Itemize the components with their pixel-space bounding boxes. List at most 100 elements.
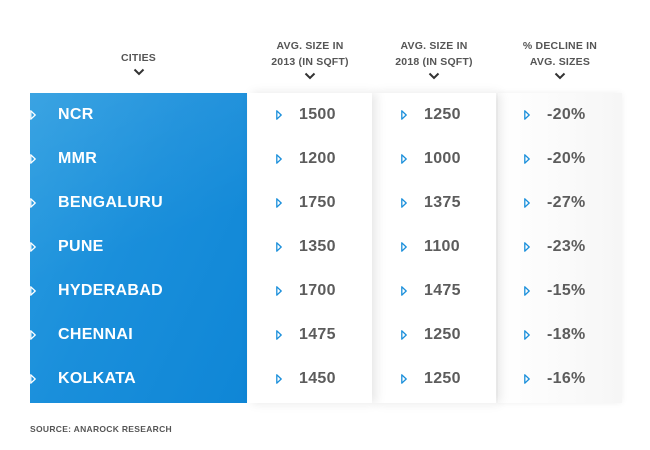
decline-value: -23% bbox=[547, 238, 586, 255]
header-size-2018-line2: 2018 (IN SQFT) bbox=[395, 56, 473, 68]
size-2013-cell: 1475 bbox=[276, 313, 336, 357]
size-2013-cell: 1450 bbox=[276, 357, 336, 401]
triangle-right-icon bbox=[30, 330, 36, 340]
size-2018-value: 1475 bbox=[424, 282, 461, 299]
decline-cell: -23% bbox=[524, 225, 586, 269]
triangle-right-icon bbox=[276, 110, 282, 120]
triangle-right-icon bbox=[401, 198, 407, 208]
decline-value: -27% bbox=[547, 194, 586, 211]
city-value: MMR bbox=[58, 150, 98, 167]
triangle-right-icon bbox=[276, 286, 282, 296]
size-2018-value: 1250 bbox=[424, 106, 461, 123]
decline-cell: -27% bbox=[524, 181, 586, 225]
triangle-right-icon bbox=[276, 374, 282, 384]
chevron-down-icon bbox=[133, 68, 144, 76]
decline-value: -18% bbox=[547, 326, 586, 343]
triangle-right-icon bbox=[276, 154, 282, 164]
decline-value: -16% bbox=[547, 370, 586, 387]
size-2013-value: 1500 bbox=[299, 106, 336, 123]
size-2013-cell: 1200 bbox=[276, 137, 336, 181]
city-cell: PUNE bbox=[30, 225, 104, 269]
header-size-2013: AVG. SIZE IN 2013 (IN SQFT) bbox=[248, 38, 372, 80]
decline-column-panel bbox=[498, 93, 622, 403]
triangle-right-icon bbox=[401, 330, 407, 340]
city-value: BENGALURU bbox=[58, 194, 163, 211]
decline-cell: -20% bbox=[524, 93, 586, 137]
triangle-right-icon bbox=[30, 154, 36, 164]
triangle-right-icon bbox=[276, 242, 282, 252]
size-2018-column-panel bbox=[372, 93, 496, 403]
size-2013-cell: 1750 bbox=[276, 181, 336, 225]
size-2013-cell: 1500 bbox=[276, 93, 336, 137]
header-size-2018-line1: AVG. SIZE IN bbox=[400, 40, 468, 52]
header-size-2013-line1: AVG. SIZE IN bbox=[276, 40, 344, 52]
source-note: SOURCE: ANAROCK RESEARCH bbox=[30, 424, 172, 434]
size-2013-cell: 1700 bbox=[276, 269, 336, 313]
city-value: CHENNAI bbox=[58, 326, 133, 343]
size-2018-cell: 1475 bbox=[401, 269, 461, 313]
header-cities: CITIES bbox=[30, 50, 247, 76]
size-2013-value: 1475 bbox=[299, 326, 336, 343]
size-2013-value: 1200 bbox=[299, 150, 336, 167]
triangle-right-icon bbox=[524, 198, 530, 208]
triangle-right-icon bbox=[524, 330, 530, 340]
triangle-right-icon bbox=[30, 286, 36, 296]
cities-column-panel bbox=[30, 93, 247, 403]
header-size-2018: AVG. SIZE IN 2018 (IN SQFT) bbox=[372, 38, 496, 80]
city-value: KOLKATA bbox=[58, 370, 136, 387]
city-cell: HYDERABAD bbox=[30, 269, 163, 313]
city-cell: CHENNAI bbox=[30, 313, 133, 357]
triangle-right-icon bbox=[524, 154, 530, 164]
decline-value: -20% bbox=[547, 150, 586, 167]
decline-cell: -15% bbox=[524, 269, 586, 313]
size-2018-value: 1250 bbox=[424, 370, 461, 387]
chevron-down-icon bbox=[554, 72, 566, 80]
size-2018-value: 1375 bbox=[424, 194, 461, 211]
triangle-right-icon bbox=[30, 110, 36, 120]
city-cell: KOLKATA bbox=[30, 357, 136, 401]
size-2018-cell: 1250 bbox=[401, 313, 461, 357]
size-2018-cell: 1250 bbox=[401, 357, 461, 401]
decline-cell: -20% bbox=[524, 137, 586, 181]
triangle-right-icon bbox=[524, 374, 530, 384]
size-2018-cell: 1000 bbox=[401, 137, 461, 181]
triangle-right-icon bbox=[30, 242, 36, 252]
decline-value: -20% bbox=[547, 106, 586, 123]
header-decline-line2: AVG. SIZES bbox=[529, 56, 591, 68]
chevron-down-icon bbox=[304, 72, 316, 80]
triangle-right-icon bbox=[401, 242, 407, 252]
triangle-right-icon bbox=[401, 286, 407, 296]
triangle-right-icon bbox=[401, 374, 407, 384]
size-2013-value: 1350 bbox=[299, 238, 336, 255]
size-2013-column-panel bbox=[248, 93, 372, 403]
size-2013-value: 1450 bbox=[299, 370, 336, 387]
city-value: NCR bbox=[58, 106, 94, 123]
size-2013-value: 1700 bbox=[299, 282, 336, 299]
header-size-2013-line2: 2013 (IN SQFT) bbox=[271, 56, 349, 68]
size-2018-cell: 1100 bbox=[401, 225, 460, 269]
triangle-right-icon bbox=[524, 286, 530, 296]
size-2018-cell: 1375 bbox=[401, 181, 461, 225]
triangle-right-icon bbox=[276, 198, 282, 208]
city-cell: BENGALURU bbox=[30, 181, 163, 225]
header-cities-label: CITIES bbox=[120, 52, 157, 64]
triangle-right-icon bbox=[401, 110, 407, 120]
city-value: PUNE bbox=[58, 238, 104, 255]
triangle-right-icon bbox=[524, 242, 530, 252]
header-decline-line1: % DECLINE IN bbox=[522, 40, 598, 52]
header-decline: % DECLINE IN AVG. SIZES bbox=[498, 38, 622, 80]
decline-cell: -18% bbox=[524, 313, 586, 357]
city-cell: MMR bbox=[30, 137, 97, 181]
city-cell: NCR bbox=[30, 93, 94, 137]
triangle-right-icon bbox=[30, 198, 36, 208]
size-2018-value: 1100 bbox=[424, 238, 460, 255]
triangle-right-icon bbox=[401, 154, 407, 164]
chevron-down-icon bbox=[428, 72, 440, 80]
size-2018-cell: 1250 bbox=[401, 93, 461, 137]
size-2018-value: 1000 bbox=[424, 150, 461, 167]
triangle-right-icon bbox=[30, 374, 36, 384]
decline-cell: -16% bbox=[524, 357, 586, 401]
size-2013-value: 1750 bbox=[299, 194, 336, 211]
decline-value: -15% bbox=[547, 282, 586, 299]
